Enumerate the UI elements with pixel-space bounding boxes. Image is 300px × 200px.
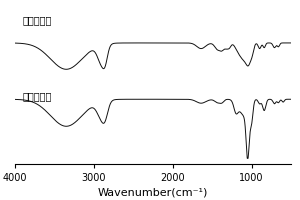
Text: 改性后维素: 改性后维素 bbox=[23, 15, 52, 25]
Text: 改性前维素: 改性前维素 bbox=[23, 91, 52, 101]
X-axis label: Wavenumber(cm⁻¹): Wavenumber(cm⁻¹) bbox=[98, 187, 208, 197]
